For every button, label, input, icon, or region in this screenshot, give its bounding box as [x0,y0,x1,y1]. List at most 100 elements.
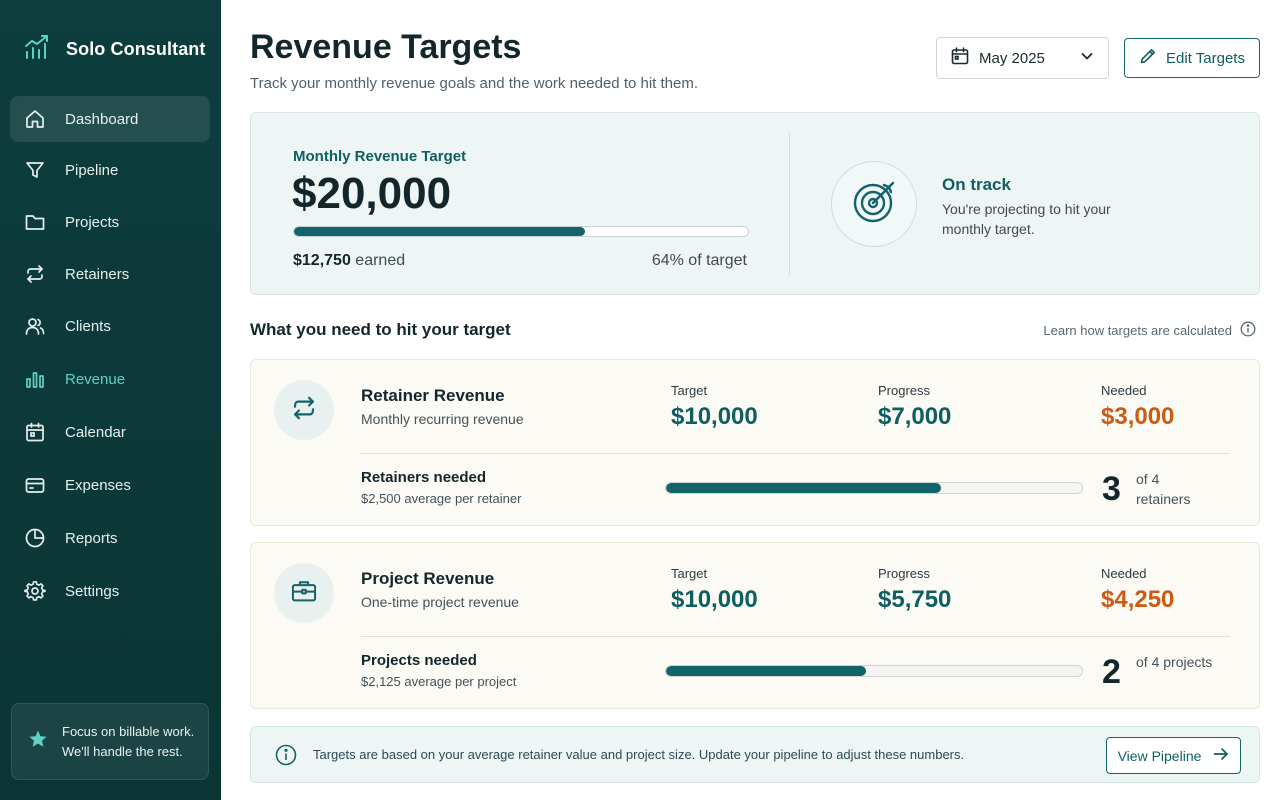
card-divider [361,636,1230,637]
target-icon [851,179,897,230]
sidebar-item-expenses[interactable]: Expenses [10,462,210,508]
briefcase-icon [290,577,318,610]
sidebar-item-settings[interactable]: Settings [10,568,210,614]
needed-value: $4,250 [1101,586,1175,613]
sidebar-item-clients[interactable]: Clients [10,303,210,349]
star-icon [28,729,48,754]
target-badge [831,161,917,247]
info-icon [275,744,297,771]
target-label: Target [671,383,708,398]
gear-icon [24,580,46,602]
chevron-down-icon [1080,49,1094,67]
repeat-icon [24,263,46,285]
requirement-count: 2 [1102,653,1121,691]
sidebar-item-label: Calendar [65,423,126,441]
view-pipeline-button[interactable]: View Pipeline [1106,737,1241,774]
target-value: $10,000 [671,586,758,613]
requirement-progress-bar [665,665,1083,677]
sidebar-tip-card: Focus on billable work. We'll handle the… [11,703,209,780]
sidebar-item-projects[interactable]: Projects [10,199,210,245]
home-icon [24,108,46,130]
edit-targets-button[interactable]: Edit Targets [1124,38,1260,78]
sidebar-item-label: Pipeline [65,161,119,179]
monthly-target-summary: Monthly Revenue Target $20,000 $12,750 e… [250,112,1260,295]
funnel-icon [24,159,46,181]
sidebar-item-label: Reports [65,529,118,547]
sidebar-item-retainers[interactable]: Retainers [10,251,210,297]
sidebar: Solo Consultant Dashboard Pipeline Proje… [0,0,221,800]
tip-text: Focus on billable work. We'll handle the… [62,723,195,759]
summary-label: Monthly Revenue Target [293,148,467,165]
wallet-icon [24,474,46,496]
sidebar-item-label: Dashboard [65,110,139,128]
project-icon-badge [274,563,334,623]
requirement-progress-bar [665,482,1083,494]
needed-label: Needed [1101,383,1147,398]
sidebar-item-label: Settings [65,582,120,600]
progress-label: Progress [878,566,931,581]
info-icon [1240,321,1256,340]
brand[interactable]: Solo Consultant [24,34,206,65]
target-value: $10,000 [671,403,758,430]
retainer-revenue-card: Retainer Revenue Monthly recurring reven… [250,359,1260,526]
pie-chart-icon [24,527,46,549]
repeat-icon [290,394,318,427]
sidebar-item-calendar[interactable]: Calendar [10,409,210,455]
page-title: Revenue Targets [250,28,522,66]
sidebar-item-revenue[interactable]: Revenue [10,356,210,402]
info-text: Targets are based on your average retain… [313,747,965,762]
calendar-icon [951,47,969,69]
folder-icon [24,211,46,233]
progress-value: $7,000 [878,403,952,430]
summary-progress-bar [293,226,749,237]
calendar-icon [24,421,46,443]
info-banner: Targets are based on your average retain… [250,726,1260,783]
requirement-total: of 4 retainers [1136,471,1191,507]
summary-percent: 64% of target [651,252,747,269]
summary-progress-fill [294,227,585,236]
sidebar-item-reports[interactable]: Reports [10,515,210,561]
learn-targets-link[interactable]: Learn how targets are calculated [1043,321,1256,340]
requirement-total: of 4 projects [1136,654,1213,670]
sidebar-item-label: Revenue [65,370,126,388]
requirement-title: Retainers needed [361,469,487,486]
card-title: Project Revenue [361,569,495,588]
requirement-progress-fill [666,483,941,493]
main-content: Revenue Targets Track your monthly reven… [221,0,1280,800]
bar-chart-icon [24,368,46,390]
growth-chart-logo-icon [24,34,50,65]
status-title: On track [942,175,1011,194]
page-subtitle: Track your monthly revenue goals and the… [250,75,699,92]
summary-earned: $12,750 earned [293,252,405,270]
month-selector[interactable]: May 2025 [936,37,1109,79]
card-divider [361,453,1230,454]
view-pipeline-label: View Pipeline [1117,747,1202,764]
earned-amount: $12,750 [293,252,351,269]
project-revenue-card: Project Revenue One-time project revenue… [250,542,1260,709]
progress-value: $5,750 [878,586,952,613]
target-label: Target [671,566,708,581]
section-title: What you need to hit your target [250,320,511,339]
sidebar-item-pipeline[interactable]: Pipeline [10,147,210,193]
requirement-subtitle: $2,500 average per retainer [361,491,522,506]
sidebar-item-dashboard[interactable]: Dashboard [10,96,210,142]
card-subtitle: One-time project revenue [361,594,519,610]
progress-label: Progress [878,383,931,398]
card-subtitle: Monthly recurring revenue [361,411,524,427]
sidebar-item-label: Retainers [65,265,130,283]
users-icon [24,315,46,337]
summary-divider [789,133,790,275]
status-description: You're projecting to hit your monthly ta… [942,201,1111,237]
learn-link-label: Learn how targets are calculated [1043,323,1232,338]
arrow-right-icon [1213,746,1229,765]
requirement-progress-fill [666,666,866,676]
requirement-title: Projects needed [361,652,477,669]
sidebar-item-label: Expenses [65,476,131,494]
edit-targets-label: Edit Targets [1166,49,1245,67]
card-title: Retainer Revenue [361,386,505,405]
earned-suffix: earned [350,252,406,269]
month-label: May 2025 [979,49,1045,67]
pencil-icon [1139,47,1157,69]
summary-target-value: $20,000 [292,169,452,218]
needed-value: $3,000 [1101,403,1175,430]
